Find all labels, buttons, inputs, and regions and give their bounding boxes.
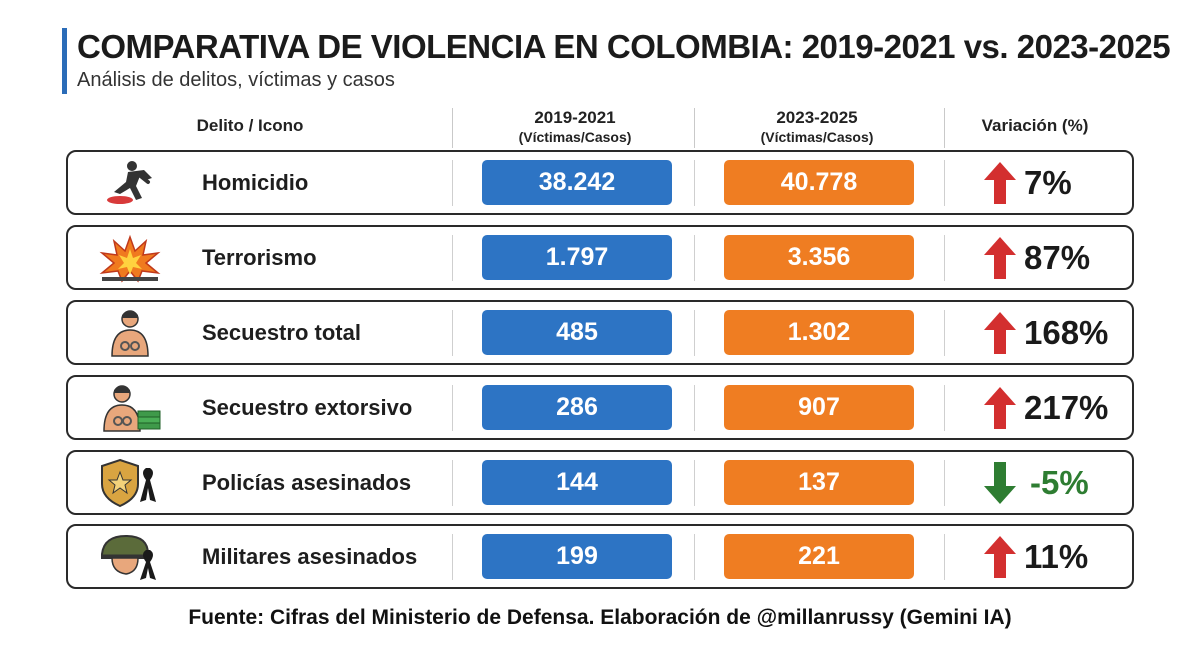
column-header-unit: (Víctimas/Casos) xyxy=(760,129,874,145)
row-divider xyxy=(694,460,695,506)
table-row: Secuestro total 485 1.302 168% xyxy=(66,300,1134,365)
value-2019-2021: 38.242 xyxy=(482,160,672,205)
arrow-up-icon xyxy=(982,385,1018,431)
military-helmet-icon xyxy=(98,532,162,582)
row-divider xyxy=(944,160,945,206)
value-2023-2025: 137 xyxy=(724,460,914,505)
variation-percent: 217% xyxy=(1024,389,1109,426)
table-row: Policías asesinados 144 137 -5% xyxy=(66,450,1134,515)
column-header-label: Delito / Icono xyxy=(196,116,304,135)
variation-cell: 87% xyxy=(978,227,1128,288)
row-divider xyxy=(452,235,453,281)
column-header-period2: 2023-2025 (Víctimas/Casos) xyxy=(712,108,922,150)
chart-title: COMPARATIVA DE VIOLENCIA EN COLOMBIA: 20… xyxy=(77,28,1171,65)
column-header-period1: 2019-2021 (Víctimas/Casos) xyxy=(470,108,680,150)
row-divider xyxy=(694,310,695,356)
row-label: Militares asesinados xyxy=(202,544,418,569)
value-2023-2025: 3.356 xyxy=(724,235,914,280)
row-divider xyxy=(694,160,695,206)
variation-cell: 168% xyxy=(978,302,1128,363)
table-row: Homicidio 38.242 40.778 7% xyxy=(66,150,1134,215)
row-divider xyxy=(452,385,453,431)
variation-cell: 217% xyxy=(978,377,1128,438)
column-header-delito: Delito / Icono xyxy=(140,108,360,150)
row-divider xyxy=(694,385,695,431)
row-divider xyxy=(944,310,945,356)
row-divider xyxy=(944,534,945,580)
row-divider xyxy=(944,460,945,506)
column-header-label: 2019-2021 xyxy=(534,108,616,127)
explosion-icon xyxy=(98,233,162,283)
column-header-unit: (Víctimas/Casos) xyxy=(518,129,632,145)
variation-percent: -5% xyxy=(1030,464,1089,501)
row-divider xyxy=(944,385,945,431)
column-header-label: 2023-2025 xyxy=(776,108,858,127)
variation-cell: -5% xyxy=(978,452,1128,513)
row-divider xyxy=(452,310,453,356)
variation-percent: 87% xyxy=(1024,239,1091,276)
police-badge-icon xyxy=(98,458,162,508)
column-header-label: Variación (%) xyxy=(981,116,1089,135)
table-row: Militares asesinados 199 221 11% xyxy=(66,524,1134,589)
row-divider xyxy=(694,235,695,281)
value-2023-2025: 221 xyxy=(724,534,914,579)
variation-percent: 11% xyxy=(1024,538,1089,575)
value-2019-2021: 1.797 xyxy=(482,235,672,280)
arrow-up-icon xyxy=(982,235,1018,281)
row-divider xyxy=(452,534,453,580)
row-divider xyxy=(452,460,453,506)
arrow-down-icon xyxy=(982,460,1018,506)
header-divider xyxy=(452,108,453,148)
kidnapping-icon xyxy=(98,308,162,358)
header-divider xyxy=(944,108,945,148)
row-divider xyxy=(694,534,695,580)
row-label: Secuestro extorsivo xyxy=(202,395,413,420)
variation-percent: 7% xyxy=(1024,164,1072,201)
source-note: Fuente: Cifras del Ministerio de Defensa… xyxy=(188,606,1012,629)
row-divider xyxy=(944,235,945,281)
value-2023-2025: 40.778 xyxy=(724,160,914,205)
header-divider xyxy=(694,108,695,148)
value-2019-2021: 286 xyxy=(482,385,672,430)
row-label: Homicidio xyxy=(202,170,309,195)
table-row: Terrorismo 1.797 3.356 87% xyxy=(66,225,1134,290)
arrow-up-icon xyxy=(982,534,1018,580)
row-label: Terrorismo xyxy=(202,245,317,270)
extortion-kidnapping-icon xyxy=(98,383,162,433)
chart-subtitle: Análisis de delitos, víctimas y casos xyxy=(77,69,395,91)
arrow-up-icon xyxy=(982,160,1018,206)
arrow-up-icon xyxy=(982,310,1018,356)
value-2019-2021: 144 xyxy=(482,460,672,505)
row-label: Policías asesinados xyxy=(202,470,412,495)
value-2023-2025: 1.302 xyxy=(724,310,914,355)
variation-percent: 168% xyxy=(1024,314,1109,351)
column-header-variation: Variación (%) xyxy=(950,108,1120,150)
homicide-icon xyxy=(98,158,162,208)
variation-cell: 7% xyxy=(978,152,1128,213)
title-block: COMPARATIVA DE VIOLENCIA EN COLOMBIA: 20… xyxy=(62,28,1171,94)
variation-cell: 11% xyxy=(978,526,1128,587)
value-2023-2025: 907 xyxy=(724,385,914,430)
table-row: Secuestro extorsivo 286 907 217% xyxy=(66,375,1134,440)
row-label: Secuestro total xyxy=(202,320,361,345)
value-2019-2021: 199 xyxy=(482,534,672,579)
row-divider xyxy=(452,160,453,206)
value-2019-2021: 485 xyxy=(482,310,672,355)
